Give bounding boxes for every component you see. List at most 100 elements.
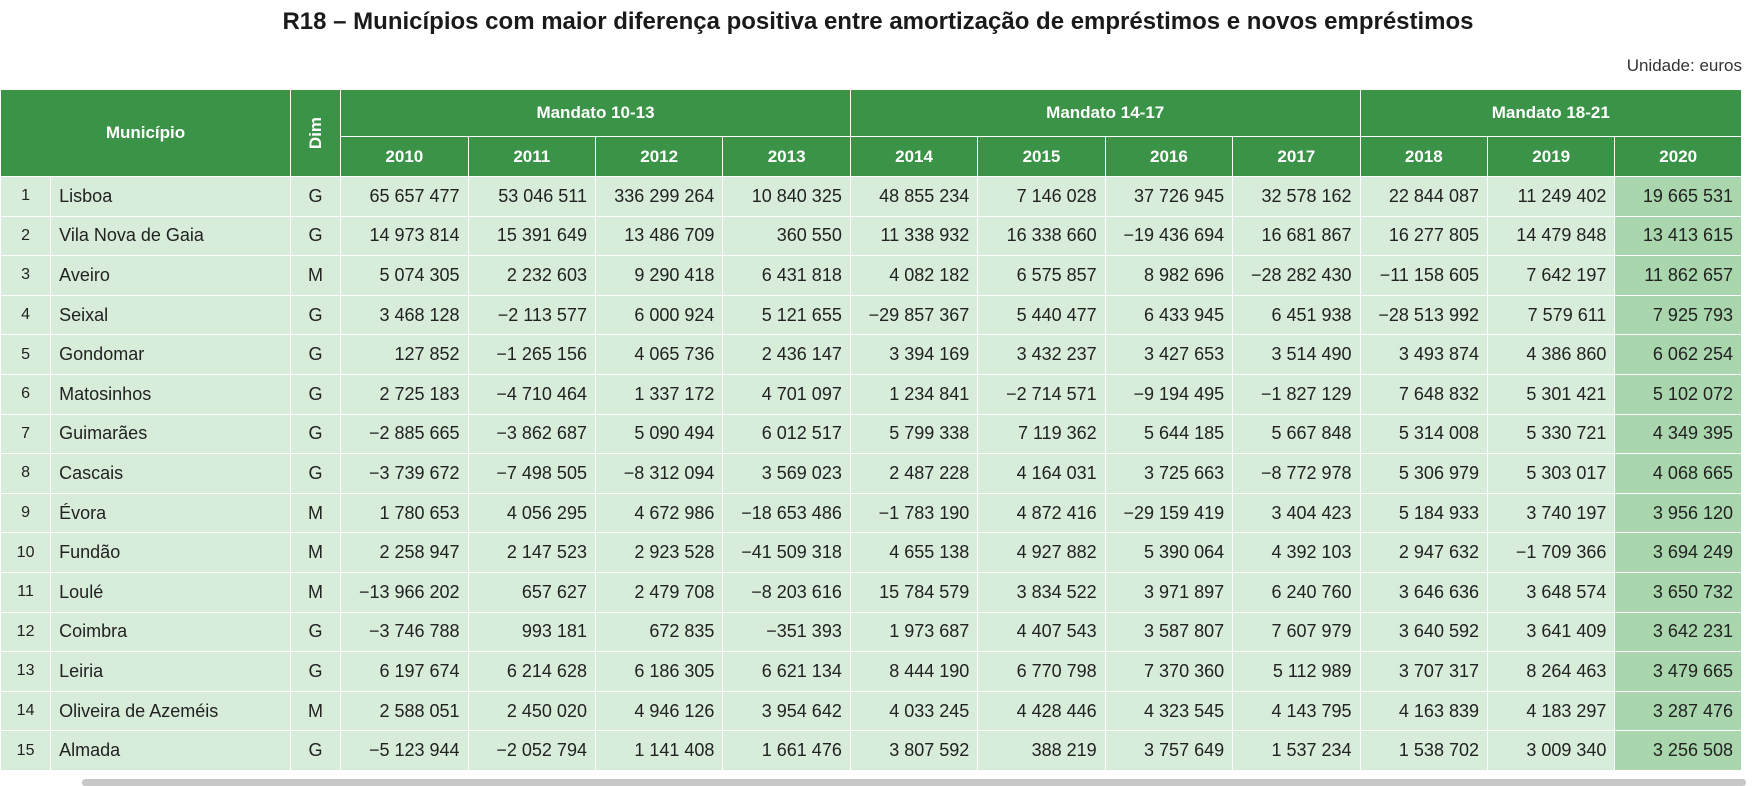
value-cell: 8 444 190 [849,651,979,692]
value-cell: 993 181 [467,611,596,653]
header-mandato-10-13: Mandato 10-13 [340,89,851,137]
value-cell: 4 163 839 [1359,690,1488,732]
value-cell: 3 394 169 [849,334,979,375]
value-cell: 4 068 665 [1614,453,1742,494]
value-cell: 3 648 574 [1486,571,1616,613]
value-cell: 5 303 017 [1486,453,1616,494]
value-cell: 3 740 197 [1486,492,1616,534]
value-cell: 3 641 409 [1486,611,1616,653]
value-cell: −2 885 665 [340,413,469,455]
value-cell: 127 852 [340,334,469,375]
header-year: 2011 [467,136,596,177]
value-cell: −3 746 788 [340,611,469,653]
value-cell: −351 393 [722,611,851,653]
value-cell: −3 862 687 [467,413,596,455]
header-municipio: Município [0,89,291,177]
value-cell: 6 197 674 [340,651,469,692]
dim-value: M [289,492,342,534]
horizontal-scrollbar[interactable] [82,779,1746,786]
value-cell: 3 757 649 [1104,730,1234,771]
value-cell: −13 966 202 [340,571,469,613]
value-cell: 1 234 841 [849,373,979,415]
row-rank: 12 [0,611,52,653]
municipio-name: Aveiro [50,255,291,296]
value-cell: −41 509 318 [722,532,851,573]
value-cell: 2 923 528 [594,532,724,573]
value-cell: 4 386 860 [1486,334,1616,375]
value-cell: 4 082 182 [849,255,979,296]
value-cell: 15 784 579 [849,571,979,613]
value-cell: 4 065 736 [594,334,724,375]
value-cell: −8 203 616 [722,571,851,613]
row-rank: 4 [0,294,52,336]
value-cell: 1 973 687 [849,611,979,653]
value-cell: 7 146 028 [977,176,1106,217]
table-title: R18 – Municípios com maior diferença pos… [282,8,1474,35]
table-row: 12 Coimbra G −3 746 788 993 181 672 835 −351 3… [0,611,1742,653]
municipio-name: Seixal [50,294,291,336]
value-cell: −29 857 367 [849,294,979,336]
value-cell: 6 431 818 [722,255,851,296]
dim-value: M [289,690,342,732]
value-cell: 13 486 709 [594,215,724,257]
value-cell: −1 827 129 [1232,373,1361,415]
value-cell: −7 498 505 [467,453,596,494]
row-rank: 8 [0,453,52,494]
value-cell: 388 219 [977,730,1106,771]
value-cell: −2 714 571 [977,373,1106,415]
value-cell: 6 433 945 [1104,294,1234,336]
value-cell: 1 661 476 [722,730,851,771]
header-year: 2015 [977,136,1106,177]
value-cell: 3 640 592 [1359,611,1488,653]
value-cell: 8 264 463 [1486,651,1616,692]
row-rank: 13 [0,651,52,692]
header-year: 2013 [722,136,851,177]
table-row: 4 Seixal G 3 468 128 −2 113 577 6 000 924 5 12… [0,294,1742,336]
value-cell: 5 112 989 [1232,651,1361,692]
value-cell: −28 282 430 [1232,255,1361,296]
value-cell: 4 323 545 [1104,690,1234,732]
value-cell: 6 012 517 [722,413,851,455]
dim-value: M [289,255,342,296]
value-cell: 5 090 494 [594,413,724,455]
value-cell: 5 390 064 [1104,532,1234,573]
dim-value: G [289,651,342,692]
municipio-name: Guimarães [50,413,291,455]
table-row: 7 Guimarães G −2 885 665 −3 862 687 5 090 494… [0,413,1742,455]
value-cell: 14 973 814 [340,215,469,257]
municipio-name: Almada [50,730,291,771]
value-cell: 2 232 603 [467,255,596,296]
header-year: 2017 [1232,136,1361,177]
value-cell: −2 052 794 [467,730,596,771]
table-row: 14 Oliveira de Azeméis M 2 588 051 2 450 020… [0,690,1742,732]
row-rank: 9 [0,492,52,534]
value-cell: −9 194 495 [1104,373,1234,415]
value-cell: −8 312 094 [594,453,724,494]
value-cell: 6 062 254 [1614,334,1742,375]
header-dim: Dim [289,89,342,177]
value-cell: 3 514 490 [1232,334,1361,375]
value-cell: 5 314 008 [1359,413,1488,455]
value-cell: 22 844 087 [1359,176,1488,217]
value-cell: 14 479 848 [1486,215,1616,257]
value-cell: 3 404 423 [1232,492,1361,534]
table-row: 8 Cascais G −3 739 672 −7 498 505 −8 312 094 3… [0,453,1742,494]
value-cell: 16 681 867 [1232,215,1361,257]
value-cell: 2 479 708 [594,571,724,613]
value-cell: 7 579 611 [1486,294,1616,336]
value-cell: 2 436 147 [722,334,851,375]
value-cell: 4 428 446 [977,690,1106,732]
value-cell: 16 277 805 [1359,215,1488,257]
row-rank: 6 [0,373,52,415]
value-cell: 1 141 408 [594,730,724,771]
header-year: 2020 [1614,136,1742,177]
value-cell: 4 143 795 [1232,690,1361,732]
header-dim-label: Dim [305,116,325,150]
value-cell: 4 946 126 [594,690,724,732]
row-rank: 14 [0,690,52,732]
value-cell: 1 538 702 [1359,730,1488,771]
value-cell: 8 982 696 [1104,255,1234,296]
value-cell: 4 672 986 [594,492,724,534]
value-cell: 11 338 932 [849,215,979,257]
value-cell: 2 588 051 [340,690,469,732]
